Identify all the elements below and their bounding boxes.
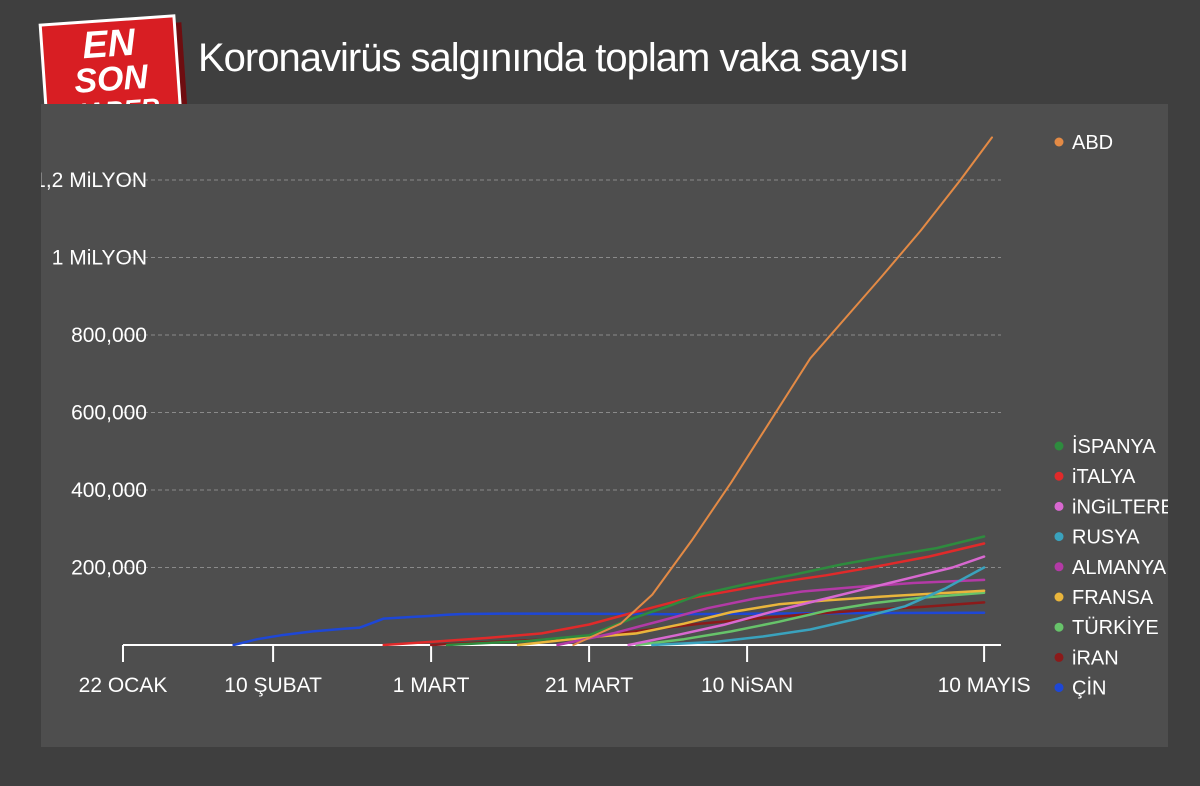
series-line (382, 542, 986, 647)
series-lines (232, 136, 993, 647)
legend-marker (1054, 652, 1064, 662)
series-line (445, 535, 986, 647)
x-tick-label: 10 ŞUBAT (224, 674, 322, 697)
x-tick-label: 21 MART (545, 674, 633, 697)
legend-marker (1054, 471, 1064, 481)
legend-marker (1054, 532, 1064, 542)
legend-label: ÇİN (1072, 677, 1106, 700)
y-tick-label: 200,000 (71, 557, 147, 580)
x-tick-label: 10 MAYIS (938, 674, 1031, 697)
legend: ABD İSPANYA iTALYA iNGiLTERE RUSYA ALMANYA FRA… (1054, 132, 1168, 700)
legend-label: İSPANYA (1072, 435, 1156, 458)
line-chart: 200,000 400,000 600,000 800,000 1 MiLYON 1,2 … (41, 132, 1168, 700)
logo-line-1: EN (81, 22, 138, 68)
x-tick-label: 1 MART (393, 674, 470, 697)
series-line (627, 555, 986, 647)
series-line (516, 589, 986, 647)
y-tick-label: 600,000 (71, 402, 147, 425)
series-line (635, 591, 986, 647)
y-tick-label: 1,2 MiLYON (41, 169, 147, 192)
legend-label: RUSYA (1072, 527, 1140, 549)
y-tick-label: 1 MiLYON (52, 247, 147, 270)
chart-panel: 200,000 400,000 600,000 800,000 1 MiLYON 1,2 … (41, 104, 1168, 747)
legend-label: iNGiLTERE (1072, 496, 1168, 518)
legend-label: ABD (1072, 132, 1113, 154)
grid-lines (123, 179, 1001, 568)
legend-label: TÜRKİYE (1072, 616, 1159, 639)
series-line (572, 136, 993, 646)
x-tick-label: 10 NiSAN (701, 674, 793, 697)
legend-marker (1054, 441, 1064, 451)
legend-label: ALMANYA (1072, 557, 1167, 579)
x-axis: 22 OCAK 10 ŞUBAT 1 MART 21 MART 10 NiSAN 10 M… (79, 644, 1031, 697)
page-title: Koronavirüs salgınında toplam vaka sayıs… (198, 36, 910, 80)
legend-label: FRANSA (1072, 587, 1154, 609)
y-axis-tick-labels: 200,000 400,000 600,000 800,000 1 MiLYON 1,2 … (41, 169, 147, 580)
y-tick-label: 800,000 (71, 324, 147, 347)
y-tick-label: 400,000 (71, 479, 147, 502)
series-line (651, 566, 986, 647)
series-line (556, 578, 986, 647)
x-tick-label: 22 OCAK (79, 674, 168, 697)
legend-marker (1054, 592, 1064, 602)
legend-marker (1054, 683, 1064, 693)
legend-marker (1054, 562, 1064, 572)
legend-marker (1054, 501, 1064, 511)
legend-label: iTALYA (1072, 466, 1136, 488)
legend-label: iRAN (1072, 647, 1119, 669)
legend-marker (1054, 622, 1064, 632)
legend-marker (1054, 137, 1064, 147)
logo-line-2: SON (73, 58, 151, 101)
